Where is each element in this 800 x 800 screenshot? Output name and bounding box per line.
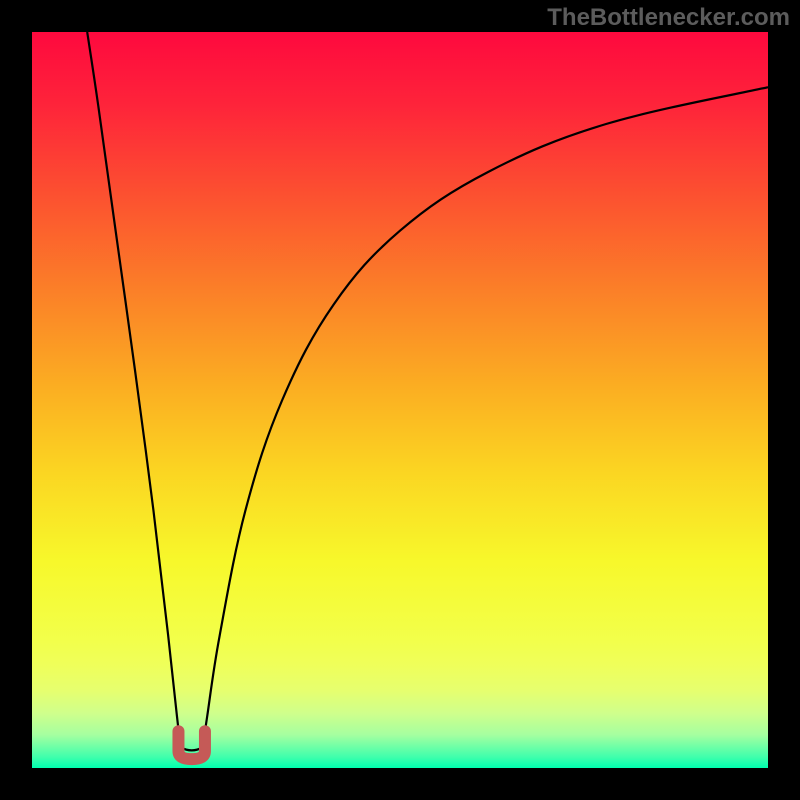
trough-marker-u-icon: [178, 731, 204, 759]
curve-right-branch: [203, 87, 768, 747]
outer-black-frame: TheBottlenecker.com: [0, 0, 800, 800]
watermark-text: TheBottlenecker.com: [547, 4, 790, 32]
plot-area: [32, 32, 768, 768]
bottleneck-curve: [32, 32, 768, 768]
curve-left-branch: [87, 32, 180, 747]
